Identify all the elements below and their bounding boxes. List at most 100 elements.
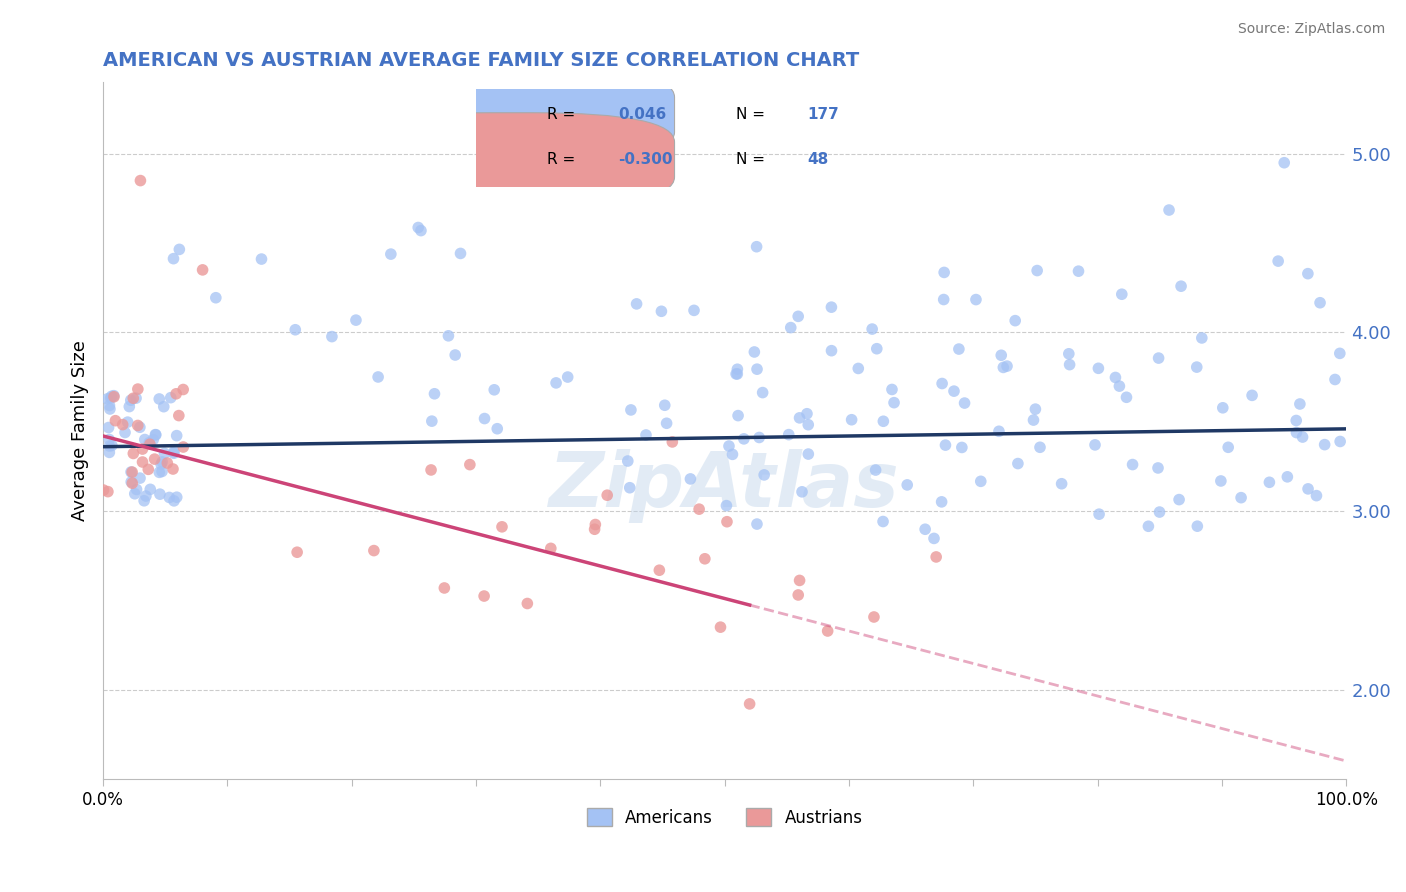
Point	[1149, 505, 1171, 519]
Point	[865, 463, 887, 477]
Point	[948, 342, 970, 356]
Point	[122, 391, 145, 405]
Point	[1291, 430, 1313, 444]
Point	[1168, 492, 1191, 507]
Point	[1296, 482, 1319, 496]
Point	[965, 293, 987, 307]
Point	[1329, 434, 1351, 449]
Point	[790, 484, 813, 499]
Point	[134, 433, 156, 447]
Point	[693, 551, 716, 566]
Point	[128, 420, 150, 434]
Point	[752, 467, 775, 482]
Point	[1029, 440, 1052, 454]
Point	[1309, 295, 1331, 310]
Point	[617, 454, 640, 468]
Point	[205, 291, 228, 305]
Point	[149, 487, 172, 501]
Point	[118, 400, 141, 414]
Point	[1157, 202, 1180, 217]
Point	[993, 360, 1015, 375]
Point	[93, 483, 115, 497]
Point	[1170, 279, 1192, 293]
Point	[121, 476, 143, 491]
Point	[716, 515, 738, 529]
Point	[725, 362, 748, 376]
Point	[953, 396, 976, 410]
Point	[748, 430, 770, 444]
Point	[125, 391, 148, 405]
Point	[321, 329, 343, 343]
Point	[1004, 313, 1026, 327]
Point	[683, 303, 706, 318]
Point	[167, 409, 190, 423]
Point	[709, 620, 731, 634]
Point	[148, 466, 170, 480]
Point	[583, 517, 606, 532]
Point	[163, 445, 186, 459]
Point	[796, 407, 818, 421]
Point	[744, 345, 766, 359]
Point	[486, 422, 509, 436]
Point	[789, 574, 811, 588]
Point	[444, 348, 467, 362]
Point	[995, 359, 1018, 373]
Point	[138, 435, 160, 450]
Point	[789, 410, 811, 425]
Point	[1285, 413, 1308, 427]
Point	[166, 428, 188, 442]
Point	[285, 545, 308, 559]
Point	[124, 487, 146, 501]
Point	[716, 499, 738, 513]
Point	[797, 417, 820, 432]
Point	[516, 597, 538, 611]
Point	[172, 383, 194, 397]
Point	[114, 425, 136, 440]
Point	[751, 385, 773, 400]
Point	[820, 300, 842, 314]
Point	[103, 389, 125, 403]
Point	[914, 522, 936, 536]
Point	[1111, 287, 1133, 301]
Point	[733, 432, 755, 446]
Point	[931, 495, 953, 509]
Point	[1218, 440, 1240, 454]
Point	[163, 494, 186, 508]
Point	[1324, 372, 1347, 386]
Point	[139, 483, 162, 497]
Point	[162, 252, 184, 266]
Point	[159, 391, 181, 405]
Point	[931, 376, 953, 391]
Point	[1296, 267, 1319, 281]
Text: AMERICAN VS AUSTRIAN AVERAGE FAMILY SIZE CORRELATION CHART: AMERICAN VS AUSTRIAN AVERAGE FAMILY SIZE…	[103, 51, 859, 70]
Point	[162, 462, 184, 476]
Point	[654, 398, 676, 412]
Point	[745, 517, 768, 532]
Point	[797, 447, 820, 461]
Point	[717, 439, 740, 453]
Point	[860, 322, 883, 336]
Text: Source: ZipAtlas.com: Source: ZipAtlas.com	[1237, 22, 1385, 37]
Point	[135, 489, 157, 503]
Point	[778, 427, 800, 442]
Point	[634, 428, 657, 442]
Point	[650, 304, 672, 318]
Point	[880, 383, 903, 397]
Point	[872, 515, 894, 529]
Point	[688, 502, 710, 516]
Point	[1104, 370, 1126, 384]
Point	[420, 414, 443, 428]
Point	[943, 384, 966, 398]
Point	[1185, 360, 1208, 375]
Point	[165, 386, 187, 401]
Point	[1108, 379, 1130, 393]
Point	[1241, 388, 1264, 402]
Point	[1147, 461, 1170, 475]
Point	[145, 427, 167, 442]
Point	[738, 697, 761, 711]
Point	[540, 541, 562, 556]
Point	[1022, 413, 1045, 427]
Point	[583, 522, 606, 536]
Point	[546, 376, 568, 390]
Point	[1305, 489, 1327, 503]
